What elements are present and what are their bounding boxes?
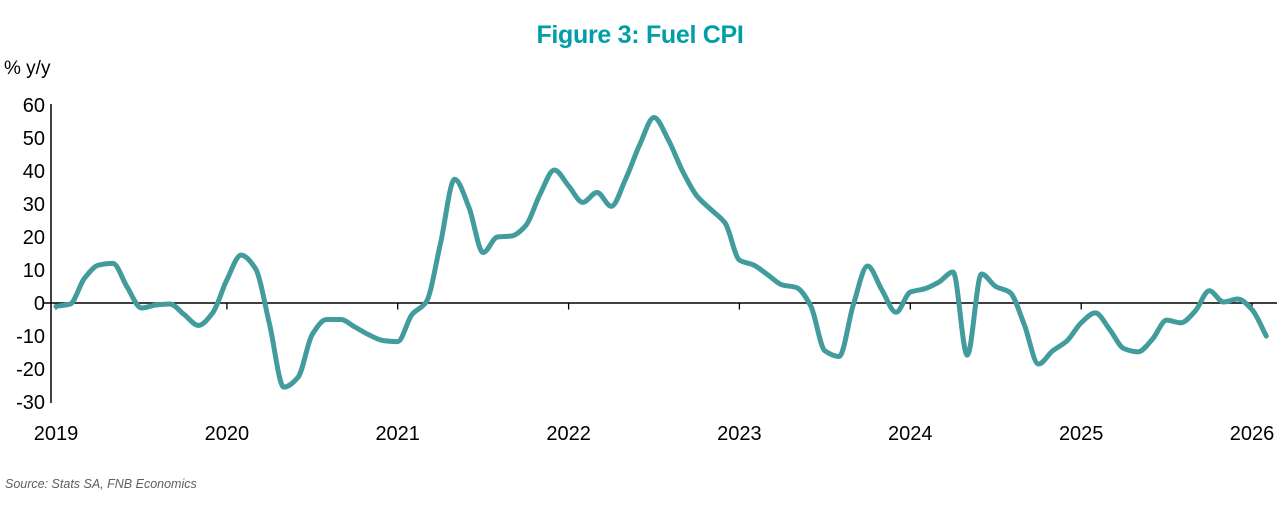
x-axis-tick-label: 2021	[375, 423, 420, 445]
y-axis-tick-label: 10	[23, 260, 45, 282]
fuel-cpi-series-line	[53, 115, 1269, 390]
y-axis-tick-label: 30	[23, 194, 45, 216]
x-axis-tick-label: 2020	[205, 423, 250, 445]
x-axis-tick-label: 2023	[717, 423, 762, 445]
y-axis-tick-label: 0	[34, 293, 45, 315]
y-axis-tick-label: 40	[23, 161, 45, 183]
y-axis-tick-label: -30	[16, 392, 45, 414]
x-axis-tick-label: 2019	[34, 423, 79, 445]
x-axis-tick-label: 2024	[888, 423, 933, 445]
y-axis-tick-label: 50	[23, 128, 45, 150]
y-axis-tick-label: -10	[16, 326, 45, 348]
x-axis-tick-label: 2025	[1059, 423, 1104, 445]
y-axis-tick-label: 20	[23, 227, 45, 249]
y-axis-unit-label: % y/y	[4, 58, 51, 79]
y-axis-tick-label: -20	[16, 359, 45, 381]
y-axis-tick-label: 60	[23, 95, 45, 117]
chart-title: Figure 3: Fuel CPI	[536, 21, 744, 49]
source-note: Source: Stats SA, FNB Economics	[5, 477, 197, 491]
x-axis-tick-label: 2022	[546, 423, 591, 445]
x-axis-tick-label: 2026	[1230, 423, 1275, 445]
